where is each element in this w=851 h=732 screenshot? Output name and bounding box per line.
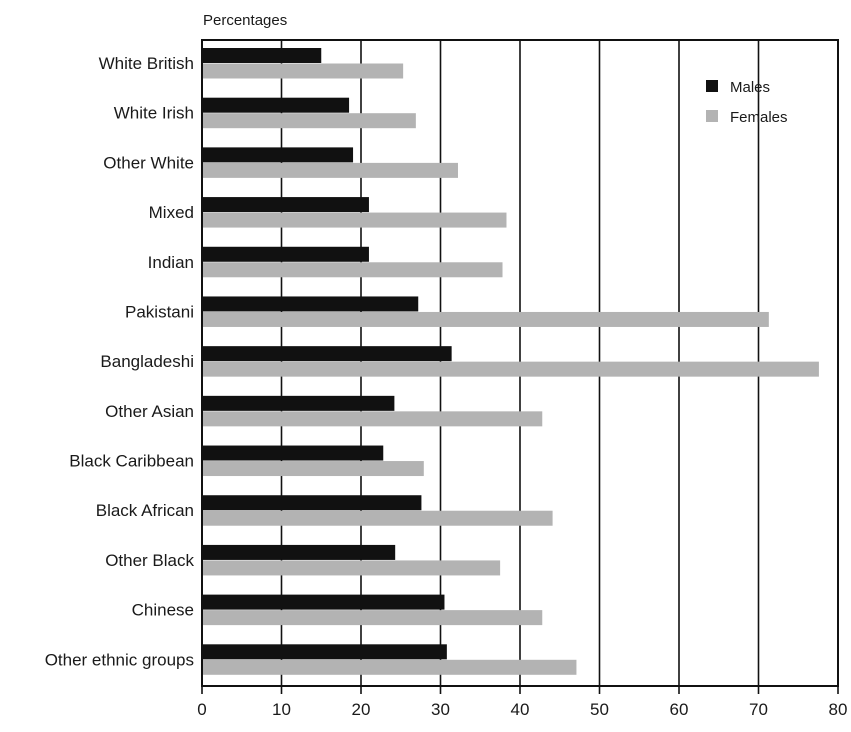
bar-females-white-irish	[202, 113, 416, 129]
bar-males-chinese	[202, 594, 445, 610]
category-labels: White British White Irish Other White Mixed…	[45, 54, 195, 669]
bar-males-white-british	[202, 48, 322, 63]
tick-label-20: 20	[352, 700, 371, 719]
bar-males-other-ethnic-groups	[202, 644, 447, 660]
bar-females-other-ethnic-groups	[202, 659, 577, 675]
category-label-white-irish: White Irish	[114, 104, 194, 123]
category-label-bangladeshi: Bangladeshi	[100, 352, 194, 371]
bar-males-indian	[202, 246, 369, 262]
bar-females-other-black	[202, 560, 501, 576]
category-label-white-british: White British	[99, 54, 194, 73]
tick-label-80: 80	[829, 700, 848, 719]
tick-label-60: 60	[670, 700, 689, 719]
x-axis-ticks: 0 10 20 30 40 50 60 70 80	[197, 686, 847, 719]
bar-males-black-african	[202, 495, 422, 511]
bar-females-black-caribbean	[202, 461, 424, 477]
bar-females-pakistani	[202, 311, 769, 327]
bar-females-mixed	[202, 212, 507, 228]
bar-males-other-white	[202, 147, 354, 163]
category-label-other-asian: Other Asian	[105, 402, 194, 421]
tick-label-70: 70	[749, 700, 768, 719]
bar-males-mixed	[202, 197, 369, 213]
bar-males-black-caribbean	[202, 445, 384, 461]
category-label-indian: Indian	[148, 253, 194, 272]
category-label-black-african: Black African	[96, 501, 194, 520]
bar-females-bangladeshi	[202, 361, 819, 377]
bar-females-white-british	[202, 63, 404, 79]
tick-label-50: 50	[590, 700, 609, 719]
legend: Males Females	[706, 79, 788, 126]
bar-males-other-asian	[202, 395, 395, 411]
category-label-other-ethnic-groups: Other ethnic groups	[45, 650, 194, 669]
category-label-other-black: Other Black	[105, 551, 194, 570]
bars	[202, 48, 819, 675]
bar-males-bangladeshi	[202, 346, 452, 362]
bar-males-other-black	[202, 544, 396, 560]
legend-swatch-females	[706, 110, 718, 122]
category-label-other-white: Other White	[103, 153, 194, 172]
category-label-chinese: Chinese	[132, 601, 194, 620]
bar-females-other-white	[202, 162, 458, 178]
bar-males-white-irish	[202, 97, 350, 113]
legend-label-females: Females	[730, 109, 788, 126]
category-label-black-caribbean: Black Caribbean	[69, 452, 194, 471]
category-label-pakistani: Pakistani	[125, 302, 194, 321]
bar-males-pakistani	[202, 296, 419, 312]
bar-females-chinese	[202, 610, 543, 626]
legend-label-males: Males	[730, 79, 770, 96]
category-label-mixed: Mixed	[149, 203, 194, 222]
tick-label-0: 0	[197, 700, 206, 719]
tick-label-40: 40	[511, 700, 530, 719]
bar-females-indian	[202, 262, 503, 278]
bar-females-black-african	[202, 510, 553, 526]
tick-label-30: 30	[431, 700, 450, 719]
tick-label-10: 10	[272, 700, 291, 719]
value-axis-label: Percentages	[203, 12, 287, 29]
legend-swatch-males	[706, 80, 718, 92]
bar-females-other-asian	[202, 411, 543, 427]
